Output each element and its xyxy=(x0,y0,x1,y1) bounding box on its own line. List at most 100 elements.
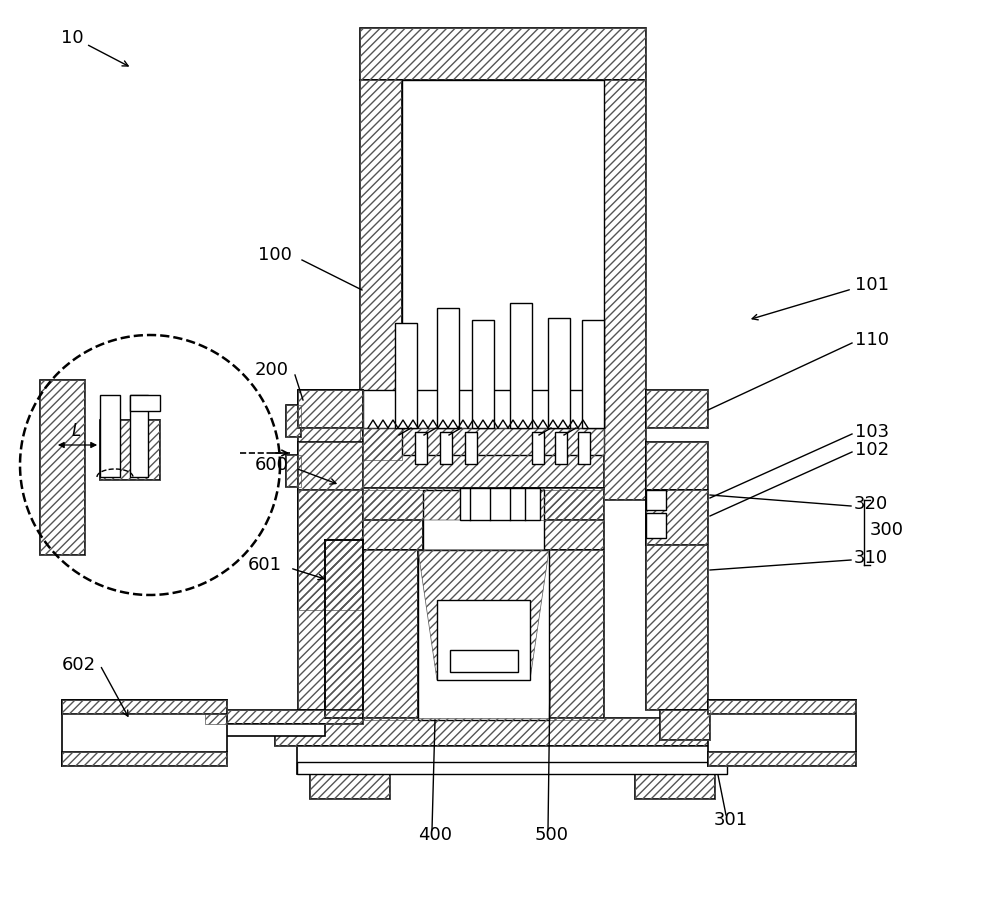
Bar xyxy=(363,428,604,488)
Bar xyxy=(360,28,646,80)
Bar xyxy=(363,490,423,550)
Bar xyxy=(402,80,604,455)
Bar xyxy=(363,550,418,720)
Text: 102: 102 xyxy=(855,441,889,459)
Bar xyxy=(62,700,227,714)
Bar xyxy=(325,540,363,718)
Text: 400: 400 xyxy=(418,826,452,844)
Bar xyxy=(555,432,567,464)
Bar xyxy=(440,432,452,464)
Bar xyxy=(578,432,590,464)
Text: 310: 310 xyxy=(854,549,888,567)
Text: L: L xyxy=(71,422,81,440)
Bar xyxy=(660,710,710,740)
Bar xyxy=(646,490,708,710)
Polygon shape xyxy=(363,488,500,520)
Bar xyxy=(708,752,856,766)
Bar xyxy=(205,710,363,724)
Bar xyxy=(532,432,544,464)
Bar xyxy=(363,428,604,488)
Bar xyxy=(582,320,604,428)
Text: 600: 600 xyxy=(255,456,289,474)
Bar xyxy=(549,550,604,720)
Bar xyxy=(646,513,666,538)
Bar xyxy=(286,455,301,487)
Bar xyxy=(130,395,160,411)
Bar xyxy=(646,490,708,545)
Bar xyxy=(544,490,604,550)
Bar xyxy=(363,490,604,550)
Bar xyxy=(360,28,646,80)
Bar xyxy=(310,774,390,799)
Bar xyxy=(62,700,227,714)
Bar xyxy=(544,490,604,550)
Bar xyxy=(360,80,402,460)
Bar xyxy=(472,320,494,428)
Text: 100: 100 xyxy=(258,246,292,264)
Bar xyxy=(604,80,646,500)
Bar xyxy=(286,455,301,487)
Bar xyxy=(62,752,227,766)
Bar xyxy=(646,442,708,490)
Bar xyxy=(298,490,363,710)
Bar xyxy=(286,405,301,437)
Bar xyxy=(298,442,363,490)
Text: 301: 301 xyxy=(714,811,748,829)
Bar xyxy=(363,490,423,550)
Text: 10: 10 xyxy=(61,29,83,47)
Bar xyxy=(708,752,856,766)
Text: 320: 320 xyxy=(854,495,888,513)
Text: 101: 101 xyxy=(855,276,889,294)
Bar xyxy=(646,490,708,710)
Bar xyxy=(298,390,363,428)
Bar xyxy=(510,303,532,428)
Bar xyxy=(205,724,325,736)
Bar xyxy=(275,718,745,746)
Bar xyxy=(646,490,666,510)
Bar xyxy=(604,80,646,500)
Text: 601: 601 xyxy=(248,556,282,574)
Bar xyxy=(646,442,708,490)
Bar xyxy=(298,490,363,710)
Polygon shape xyxy=(500,488,604,520)
Bar xyxy=(460,488,540,520)
Bar xyxy=(100,395,120,477)
Bar xyxy=(130,395,148,477)
Bar xyxy=(415,432,427,464)
Bar xyxy=(298,390,363,610)
Polygon shape xyxy=(100,420,160,480)
Text: 200: 200 xyxy=(255,361,289,379)
Bar xyxy=(646,490,708,545)
Bar xyxy=(62,700,227,766)
Bar xyxy=(298,390,363,428)
Bar xyxy=(286,405,301,437)
Bar xyxy=(708,700,856,766)
Bar xyxy=(363,550,418,720)
Bar xyxy=(549,550,604,720)
Text: 500: 500 xyxy=(535,826,569,844)
Bar xyxy=(708,700,856,714)
Bar xyxy=(298,390,363,610)
Bar xyxy=(418,550,549,720)
Bar xyxy=(298,442,363,490)
Bar xyxy=(635,774,715,799)
Bar xyxy=(205,710,363,724)
Bar xyxy=(548,318,570,428)
Bar xyxy=(297,762,727,774)
Text: 103: 103 xyxy=(855,423,889,441)
Bar xyxy=(635,774,715,799)
Bar xyxy=(363,550,604,720)
Bar xyxy=(660,710,710,740)
Bar xyxy=(395,323,417,428)
Bar xyxy=(62,752,227,766)
Bar xyxy=(450,650,518,672)
Bar xyxy=(325,540,363,718)
Bar xyxy=(437,308,459,428)
Bar xyxy=(646,390,708,428)
Text: 300: 300 xyxy=(870,521,904,539)
Bar xyxy=(360,80,402,460)
Bar xyxy=(297,746,727,774)
Bar xyxy=(275,718,745,746)
Text: 602: 602 xyxy=(62,656,96,674)
Polygon shape xyxy=(40,380,85,555)
